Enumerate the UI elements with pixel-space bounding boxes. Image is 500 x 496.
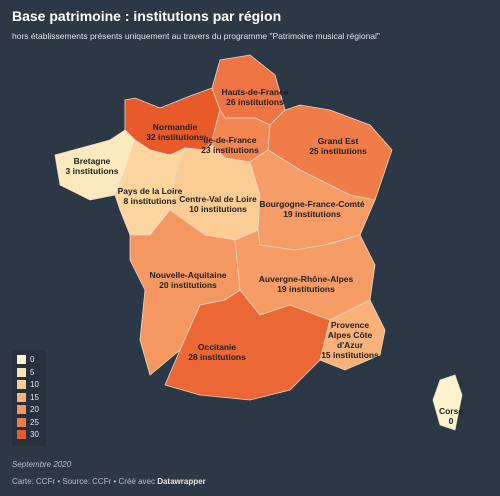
region-name: Provence Alpes Côte d'Azur <box>327 320 373 350</box>
legend-swatch <box>17 392 26 402</box>
region-label: Occitanie 28 institutions <box>188 342 246 362</box>
subtitle: hors établissements présents uniquement … <box>12 31 380 41</box>
credit: Datawrapper <box>157 477 206 486</box>
region-label: Centre-Val de Loire 10 institutions <box>179 194 256 214</box>
value-label: 25 institutions <box>309 146 367 156</box>
source: Carte: CCFr • Source: CCFr • Créé avec D… <box>12 477 206 486</box>
region-label: Auvergne-Rhône-Alpes 19 institutions <box>259 274 353 294</box>
region-name: Normandie <box>152 122 198 132</box>
region-label: Île-de-France 23 institutions <box>201 135 259 155</box>
note: Septembre 2020 <box>12 460 72 469</box>
legend: 0 5 10 15 20 25 30 <box>12 350 46 446</box>
legend-label: 10 <box>30 380 39 389</box>
region <box>432 374 463 431</box>
value-label: 23 institutions <box>201 145 259 155</box>
value-label: 15 institutions <box>321 350 379 360</box>
region-label: Corse 0 <box>439 406 463 426</box>
legend-label: 20 <box>30 405 39 414</box>
legend-swatch <box>17 405 26 414</box>
region-label: Bretagne 3 institutions <box>66 156 119 176</box>
legend-label: 5 <box>30 367 35 377</box>
legend-swatch <box>17 367 26 377</box>
legend-label: 15 <box>30 392 39 402</box>
value-label: 19 institutions <box>283 209 341 219</box>
region-name: Centre-Val de Loire <box>179 194 257 204</box>
region-name: Auvergne-Rhône-Alpes <box>258 274 354 284</box>
region-label: Pays de la Loire 8 institutions <box>118 186 183 206</box>
legend-swatch <box>17 430 26 439</box>
region-name: Bourgogne-France-Comté <box>259 199 365 209</box>
value-label: 3 institutions <box>65 166 119 176</box>
region-label: Nouvelle-Aquitaine 20 institutions <box>150 270 227 290</box>
legend-swatch <box>17 417 26 427</box>
value-label: 0 <box>448 416 454 426</box>
legend-label: 0 <box>30 355 35 364</box>
value-label: 26 institutions <box>226 97 284 107</box>
region-name: Bretagne <box>73 156 111 166</box>
legend-label: 25 <box>30 417 39 427</box>
region-label: Normandie 32 institutions <box>146 122 204 142</box>
region-label: Hauts-de-France 26 institutions <box>221 87 288 107</box>
region <box>319 299 386 371</box>
region-label: Grand Est 25 institutions <box>309 136 367 156</box>
region-label: Provence Alpes Côte d'Azur 15 institution… <box>321 320 379 360</box>
value-label: 8 institutions <box>123 196 177 206</box>
region-name: Grand Est <box>317 136 359 146</box>
value-label: 20 institutions <box>159 280 217 290</box>
region-label: Bourgogne-France-Comté 19 institutions <box>259 199 364 219</box>
title: Base patrimoine : institutions par régio… <box>12 8 282 24</box>
value-label: 28 institutions <box>188 352 246 362</box>
region-name: Île-de-France <box>203 135 257 145</box>
value-label: 10 institutions <box>189 204 247 214</box>
legend-label: 30 <box>30 430 39 439</box>
value-label: 19 institutions <box>277 284 335 294</box>
legend-swatch <box>17 380 26 389</box>
region-name: Nouvelle-Aquitaine <box>149 270 227 280</box>
region-name: Corse <box>438 406 464 416</box>
value-label: 32 institutions <box>146 132 204 142</box>
region-name: Pays de la Loire <box>117 186 183 196</box>
legend-swatch <box>17 355 26 364</box>
region-name: Hauts-de-France <box>221 87 289 97</box>
region-name: Occitanie <box>197 342 237 352</box>
source-text: Carte: CCFr • Source: CCFr • Créé avec <box>12 477 158 486</box>
